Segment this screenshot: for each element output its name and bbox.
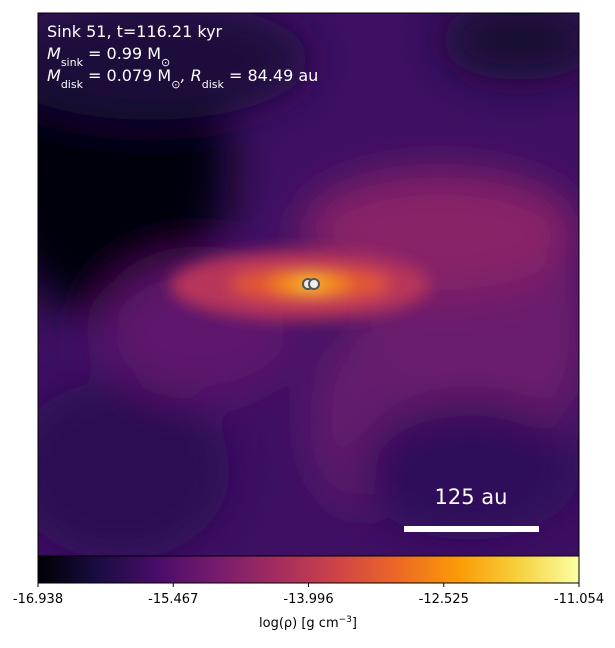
annotation-part: = 84.49 au [224, 66, 318, 85]
scale-bar-label: 125 au [435, 485, 508, 509]
tick-label: -16.938 [13, 592, 63, 607]
colorbar-label-part: ] [352, 616, 357, 631]
annotation-part: = 0.079 M [83, 66, 171, 85]
annotation: Mdisk = 0.079 M⊙, Rdisk = 84.49 au [47, 66, 318, 91]
annotation-part: sink [61, 56, 84, 69]
annotation-part: M [47, 44, 61, 63]
annotation-part: disk [202, 78, 225, 91]
annotation: Msink = 0.99 M⊙ [47, 44, 170, 69]
annotation-part: ⊙ [171, 78, 180, 91]
colorbar-label-part: −3 [339, 615, 352, 625]
annotation-part: , R [180, 66, 201, 85]
colorbar-label-part: log(ρ) [g cm [259, 616, 339, 631]
tick-label: -15.467 [148, 592, 198, 607]
sink-marker [308, 278, 320, 290]
annotation-part: Sink 51, t=116.21 kyr [47, 22, 223, 41]
annotation-part: M [47, 66, 61, 85]
density-map [38, 13, 579, 556]
annotation: Sink 51, t=116.21 kyr [47, 22, 223, 41]
annotation-part: = 0.99 M [83, 44, 161, 63]
annotation-part: ⊙ [161, 56, 170, 69]
tick-label: -13.996 [283, 592, 333, 607]
tick-label: -11.054 [554, 592, 604, 607]
scale-bar [404, 526, 539, 532]
tick-label: -12.525 [419, 592, 469, 607]
annotation-part: disk [61, 78, 84, 91]
colorbar-label: log(ρ) [g cm−3] [259, 615, 357, 631]
colorbar [37, 555, 580, 584]
colorbar-axis: -16.938 -15.467 -13.996 -12.525 -11.054 [13, 583, 604, 607]
